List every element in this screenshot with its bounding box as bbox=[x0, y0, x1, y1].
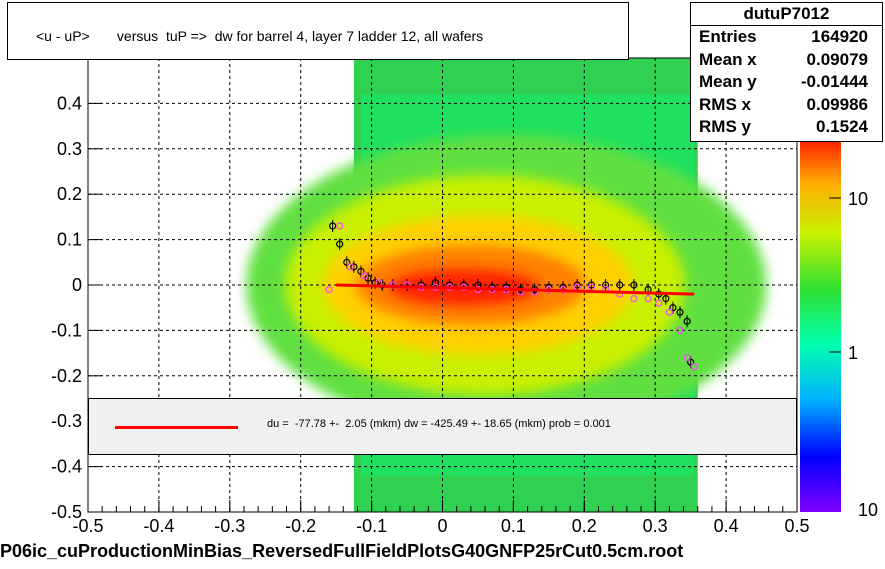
profile-point-pink bbox=[325, 285, 333, 294]
profile-point-black bbox=[616, 281, 624, 289]
stats-row-rms-y: RMS y 0.1524 bbox=[691, 116, 882, 139]
profile-point-black bbox=[683, 317, 691, 325]
stats-label: Entries bbox=[699, 27, 757, 46]
palette-tick-label: 1 bbox=[848, 343, 858, 363]
profile-point-pink bbox=[346, 263, 354, 271]
plot-title-box: <u - uP> versus tuP => dw for barrel 4, … bbox=[7, 2, 629, 60]
profile-point-black bbox=[630, 281, 638, 289]
y-tick-label: -0.4 bbox=[51, 457, 82, 477]
fit-legend: du = -77.78 +- 2.05 (mkm) dw = -425.49 +… bbox=[88, 398, 797, 455]
stats-label: Mean y bbox=[699, 72, 757, 91]
stats-row-entries: Entries 164920 bbox=[691, 26, 882, 49]
profile-point-black bbox=[364, 274, 372, 282]
x-tick-label: 0.5 bbox=[784, 516, 809, 536]
profile-point-pink bbox=[630, 295, 638, 303]
y-tick-label: 0.3 bbox=[57, 139, 82, 159]
profile-point-black bbox=[431, 279, 440, 287]
profile-point-black bbox=[687, 358, 695, 366]
x-tick-label: -0.3 bbox=[214, 516, 245, 536]
file-name-footer: P06ic_cuProductionMinBias_ReversedFullFi… bbox=[0, 541, 684, 561]
y-axis: -0.5 -0.4 -0.3 -0.2 -0.1 0 0.1 0.2 0.3 0.4 bbox=[51, 93, 102, 522]
profile-point-black bbox=[573, 281, 581, 289]
fit-legend-line bbox=[115, 426, 238, 429]
x-tick-label: -0.4 bbox=[143, 516, 174, 536]
x-tick-label: 0 bbox=[437, 516, 447, 536]
stats-label: Mean x bbox=[699, 49, 757, 69]
x-tick-label: 0.1 bbox=[501, 516, 526, 536]
profile-point-pink bbox=[690, 363, 698, 371]
x-tick-label: 0.2 bbox=[572, 516, 597, 536]
stats-label: RMS y bbox=[699, 117, 751, 136]
y-tick-label: 0.4 bbox=[57, 93, 82, 113]
color-palette: 10 1 10 bbox=[800, 140, 878, 520]
profile-point-black bbox=[343, 258, 351, 266]
stats-row-rms-x: RMS x 0.09986 bbox=[691, 94, 882, 117]
profile-point-black bbox=[676, 308, 684, 316]
profile-point-pink bbox=[336, 222, 344, 230]
profile-point-pink bbox=[676, 326, 684, 334]
profile-point-black bbox=[357, 267, 365, 275]
stats-value: 0.09079 bbox=[806, 49, 868, 69]
y-tick-label: 0.1 bbox=[57, 230, 82, 250]
palette-tick-label: 10 bbox=[858, 500, 878, 520]
stats-value: -0.01444 bbox=[800, 72, 868, 91]
profile-point-black bbox=[601, 281, 610, 289]
y-tick-label: -0.1 bbox=[51, 320, 82, 340]
stats-value: 0.09986 bbox=[806, 94, 868, 114]
x-tick-label: -0.2 bbox=[285, 516, 316, 536]
y-tick-label: -0.3 bbox=[51, 411, 82, 431]
stats-title: dutuP7012 bbox=[691, 3, 882, 26]
stats-row-mean-y: Mean y -0.01444 bbox=[691, 71, 882, 94]
y-tick-label: 0 bbox=[72, 275, 82, 295]
stats-box: dutuP7012 Entries 164920 Mean x 0.09079 Me… bbox=[690, 2, 883, 142]
y-tick-label: -0.2 bbox=[51, 366, 82, 386]
profile-point-pink bbox=[644, 295, 652, 303]
x-tick-label: -0.1 bbox=[356, 516, 387, 536]
profile-point-black bbox=[587, 281, 595, 289]
profile-point-black bbox=[336, 240, 344, 248]
x-axis: -0.5 -0.4 -0.3 -0.2 -0.1 0 0.1 0.2 0.3 0.4 0.5 bbox=[72, 500, 810, 536]
profile-point-black bbox=[662, 295, 670, 303]
plot-title: <u - uP> versus tuP => dw for barrel 4, … bbox=[36, 28, 484, 44]
y-tick-label: -0.5 bbox=[51, 502, 82, 522]
palette-tick-label: 10 bbox=[848, 189, 868, 209]
x-tick-label: 0.4 bbox=[714, 516, 739, 536]
profile-point-black bbox=[329, 222, 337, 230]
fit-line bbox=[336, 283, 695, 296]
profile-point-black bbox=[350, 263, 358, 271]
x-tick-label: -0.5 bbox=[72, 516, 103, 536]
stats-value: 164920 bbox=[811, 27, 868, 46]
fit-legend-text: du = -77.78 +- 2.05 (mkm) dw = -425.49 +… bbox=[267, 418, 611, 430]
stats-label: RMS x bbox=[699, 94, 751, 114]
stats-value: 0.1524 bbox=[816, 117, 868, 136]
x-tick-label: 0.3 bbox=[643, 516, 668, 536]
profile-point-black bbox=[669, 304, 677, 312]
profile-point-pink bbox=[655, 299, 663, 307]
stats-row-mean-x: Mean x 0.09079 bbox=[691, 49, 882, 72]
y-tick-label: 0.2 bbox=[57, 184, 82, 204]
profile-point-pink bbox=[665, 308, 673, 316]
palette-gradient bbox=[800, 140, 841, 512]
profile-point-pink bbox=[683, 354, 691, 362]
profile-point-pink bbox=[360, 272, 369, 280]
